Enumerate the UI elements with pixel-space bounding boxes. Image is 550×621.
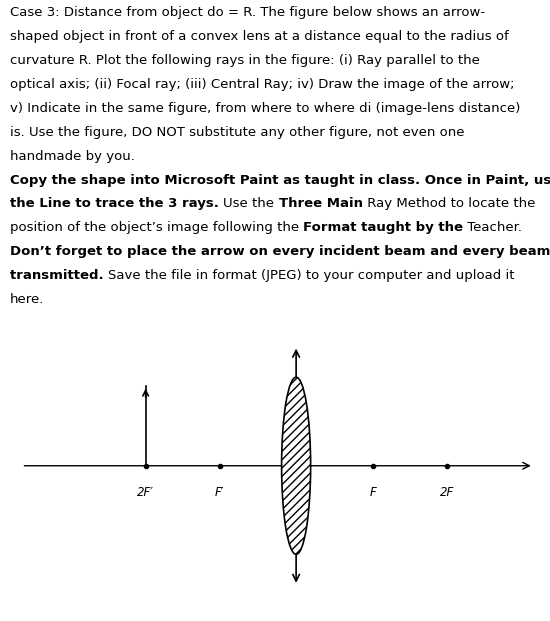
Text: Case 3: Distance from object do = R. The figure below shows an arrow-: Case 3: Distance from object do = R. The… (10, 6, 485, 19)
Text: transmitted.: transmitted. (10, 270, 108, 282)
Text: shaped object in front of a convex lens at a distance equal to the radius of: shaped object in front of a convex lens … (10, 30, 509, 43)
Text: Ray Method to locate the: Ray Method to locate the (362, 197, 535, 211)
Text: Three Main: Three Main (279, 197, 362, 211)
Text: v) Indicate in the same figure, from where to where di (image-lens distance): v) Indicate in the same figure, from whe… (10, 102, 520, 115)
Text: Format taught by the: Format taught by the (303, 222, 463, 234)
Text: F′: F′ (215, 486, 224, 499)
Text: curvature R. Plot the following rays in the figure: (i) Ray parallel to the: curvature R. Plot the following rays in … (10, 54, 480, 67)
Ellipse shape (282, 377, 311, 555)
Text: Save the file in format (JPEG) to your computer and upload it: Save the file in format (JPEG) to your c… (108, 270, 515, 282)
Text: the Line to trace the 3 rays.: the Line to trace the 3 rays. (10, 197, 223, 211)
Text: here.: here. (10, 293, 44, 306)
Text: optical axis; (ii) Focal ray; (iii) Central Ray; iv) Draw the image of the arrow: optical axis; (ii) Focal ray; (iii) Cent… (10, 78, 514, 91)
Text: handmade by you.: handmade by you. (10, 150, 135, 163)
Text: is. Use the figure, DO NOT substitute any other figure, not even one: is. Use the figure, DO NOT substitute an… (10, 125, 464, 138)
Text: Teacher.: Teacher. (463, 222, 522, 234)
Text: F: F (369, 486, 376, 499)
Text: Use the: Use the (223, 197, 279, 211)
Text: 2F′: 2F′ (137, 486, 154, 499)
Text: 2F: 2F (439, 486, 454, 499)
Text: position of the object’s image following the: position of the object’s image following… (10, 222, 303, 234)
Text: Copy the shape into Microsoft Paint as taught in class. Once in Paint, use: Copy the shape into Microsoft Paint as t… (10, 174, 550, 186)
Text: Don’t forget to place the arrow on every incident beam and every beam: Don’t forget to place the arrow on every… (10, 245, 550, 258)
